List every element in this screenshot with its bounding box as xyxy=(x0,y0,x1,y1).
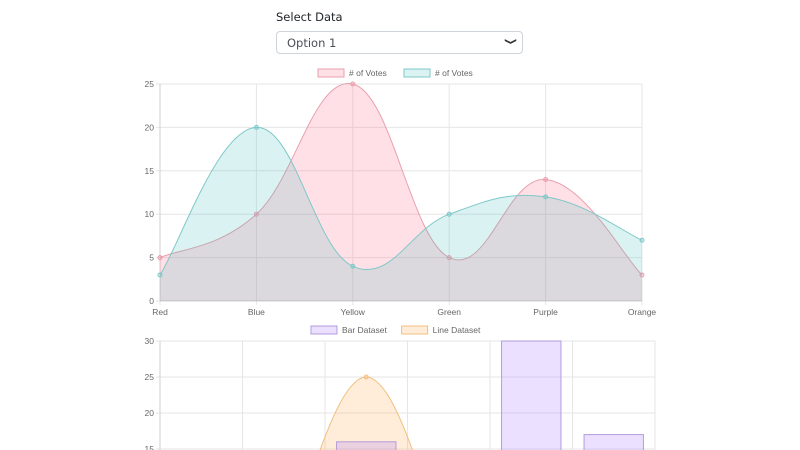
legend-label: Bar Dataset xyxy=(342,325,388,335)
x-tick-label: Yellow xyxy=(341,307,366,317)
y-tick-label: 25 xyxy=(145,372,155,382)
y-tick-label: 20 xyxy=(145,408,155,418)
data-point xyxy=(157,255,163,261)
line-area-fill xyxy=(320,377,413,450)
bar[interactable] xyxy=(583,434,644,450)
data-point xyxy=(350,81,356,87)
x-tick-label: Purple xyxy=(533,307,558,317)
y-tick-label: 20 xyxy=(145,122,155,132)
select-data-label: Select Data xyxy=(276,10,343,24)
x-tick-label: Red xyxy=(152,307,168,317)
y-tick-label: 10 xyxy=(145,209,155,219)
data-point xyxy=(446,255,452,261)
legend-label: Line Dataset xyxy=(433,325,481,335)
data-select[interactable]: Option 1 ❯ xyxy=(276,31,523,54)
x-tick-label: Orange xyxy=(628,307,657,317)
data-point xyxy=(543,176,549,182)
data-point xyxy=(253,124,259,130)
data-line xyxy=(159,83,643,276)
area-chart-votes: # of Votes # of Votes 0 5 10 15 20 25 Red Blue Yel… xyxy=(145,68,657,317)
legend-item[interactable]: Line Dataset xyxy=(401,325,481,335)
legend-swatch xyxy=(310,325,338,335)
y-tick-label: 15 xyxy=(145,444,155,450)
legend-swatch xyxy=(401,325,429,335)
legend-swatch xyxy=(317,68,345,78)
area-fill xyxy=(160,83,642,301)
data-point xyxy=(543,194,549,200)
bar[interactable] xyxy=(336,441,397,450)
area-fill xyxy=(160,127,642,302)
legend-item[interactable]: Bar Dataset xyxy=(310,325,388,335)
y-tick-label: 25 xyxy=(145,79,155,89)
data-point xyxy=(157,272,163,278)
select-data-form: Select Data Option 1 ❯ xyxy=(276,10,524,54)
line-dataset-line xyxy=(319,376,413,450)
y-tick-label: 15 xyxy=(145,166,155,176)
select-value: Option 1 xyxy=(287,36,337,50)
legend-item[interactable]: # of Votes xyxy=(403,68,473,78)
legend-swatch xyxy=(403,68,431,78)
x-tick-label: Green xyxy=(437,307,461,317)
data-point xyxy=(446,211,452,217)
legend-label: # of Votes xyxy=(435,68,473,78)
data-point xyxy=(350,263,356,269)
y-tick-label: 30 xyxy=(145,336,155,346)
data-point xyxy=(639,237,645,243)
data-point xyxy=(363,374,369,380)
legend-item[interactable]: # of Votes xyxy=(317,68,387,78)
y-tick-label: 0 xyxy=(149,296,154,306)
bar[interactable] xyxy=(501,340,562,450)
data-point xyxy=(639,272,645,278)
y-tick-label: 5 xyxy=(149,253,154,263)
data-point xyxy=(253,211,259,217)
x-tick-label: Blue xyxy=(248,307,265,317)
legend-label: # of Votes xyxy=(349,68,387,78)
data-line xyxy=(159,126,643,276)
